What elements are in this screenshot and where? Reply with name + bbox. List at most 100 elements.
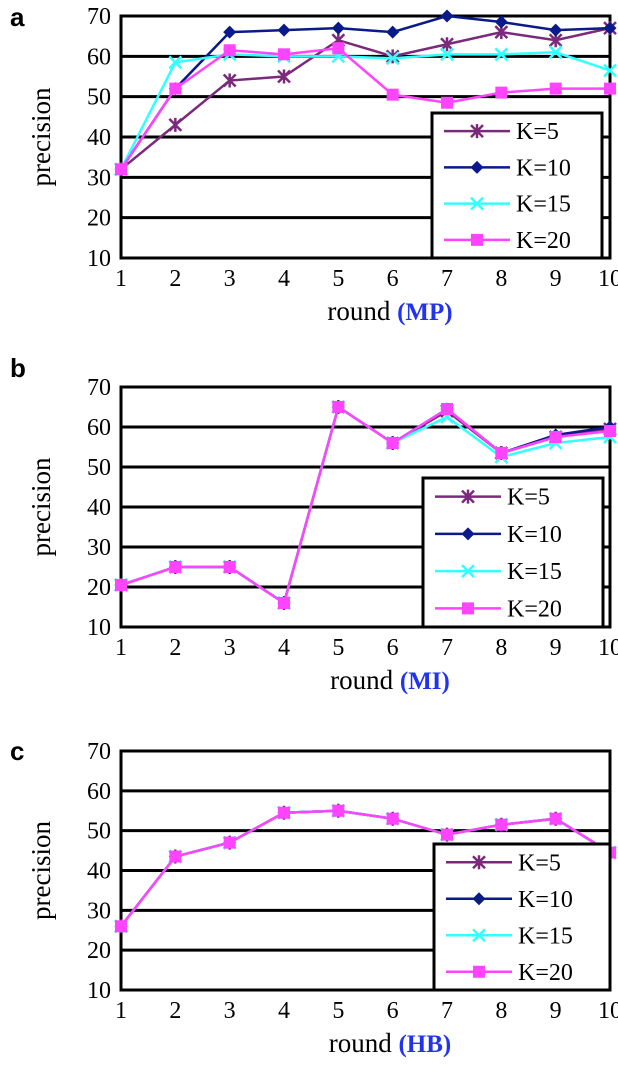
data-point xyxy=(441,403,453,415)
legend-marker xyxy=(470,124,484,139)
series-line xyxy=(120,405,611,605)
series-line xyxy=(120,26,611,171)
data-point xyxy=(386,25,400,39)
legend-marker xyxy=(462,602,474,615)
x-tick-label: 5 xyxy=(332,266,344,292)
data-point xyxy=(223,44,236,57)
x-tick-label: 10 xyxy=(598,266,618,292)
data-point xyxy=(603,63,617,78)
data-point xyxy=(115,579,127,591)
data-point xyxy=(277,69,291,84)
series-line xyxy=(120,809,611,928)
x-tick-label: 10 xyxy=(598,635,618,661)
x-tick-label: 4 xyxy=(278,266,290,292)
data-point xyxy=(331,21,345,35)
y-tick-label: 70 xyxy=(87,739,111,765)
data-point xyxy=(386,88,399,101)
legend-marker xyxy=(472,892,486,906)
y-tick-label: 30 xyxy=(87,535,111,561)
data-point xyxy=(332,401,345,413)
x-tick-label: 1 xyxy=(115,998,127,1024)
y-tick-label: 10 xyxy=(87,246,111,272)
x-tick-label: 7 xyxy=(441,998,453,1024)
y-tick-label: 50 xyxy=(87,819,111,845)
x-tick-label: 3 xyxy=(224,266,236,292)
x-tick-label: 1 xyxy=(115,635,127,661)
legend-box xyxy=(432,842,612,992)
data-point xyxy=(494,47,509,62)
y-tick-label: 30 xyxy=(87,165,111,191)
legend-label: K=5 xyxy=(518,850,561,876)
chart-panel-b: b 10 20 30 40 50 60 70 1 2 3 4 5 6 7 8 9 10 precision round… xyxy=(10,353,618,695)
data-point xyxy=(115,920,127,933)
y-axis-label: precision xyxy=(26,87,56,186)
legend-label: K=15 xyxy=(507,559,562,585)
legend-label: K=20 xyxy=(516,228,571,254)
y-tick-label: 40 xyxy=(87,125,111,151)
data-point xyxy=(549,23,563,37)
data-point xyxy=(115,163,127,176)
panel-label: c xyxy=(10,736,24,766)
panel-label: b xyxy=(10,353,26,383)
data-point xyxy=(603,21,617,35)
x-tick-label: 6 xyxy=(387,998,399,1024)
data-point xyxy=(385,51,400,66)
legend-label: K=10 xyxy=(516,155,571,181)
data-point xyxy=(495,818,508,831)
legend-label: K=15 xyxy=(516,192,571,218)
data-point xyxy=(440,47,454,62)
data-point xyxy=(169,561,182,573)
data-point xyxy=(385,49,400,64)
y-tick-label: 10 xyxy=(87,978,111,1004)
y-tick-label: 30 xyxy=(87,898,111,924)
x-tick-label: 9 xyxy=(550,998,562,1024)
legend-label: K=5 xyxy=(507,485,550,511)
series-K20 xyxy=(115,401,616,609)
x-axis-method-label: (MP) xyxy=(397,299,453,326)
data-point xyxy=(278,806,290,819)
series-line xyxy=(119,51,611,170)
y-tick-label: 40 xyxy=(87,495,111,521)
data-point xyxy=(386,812,399,825)
y-tick-label: 60 xyxy=(87,44,111,70)
data-point xyxy=(223,836,236,849)
legend-label: K=20 xyxy=(507,596,562,622)
series-K5 xyxy=(114,21,617,177)
legend-marker xyxy=(471,233,483,246)
y-tick-label: 70 xyxy=(87,4,111,30)
data-point xyxy=(168,117,183,132)
x-tick-label: 3 xyxy=(224,998,236,1024)
x-tick-label: 2 xyxy=(169,266,181,292)
x-axis-label: round (MI) xyxy=(330,665,450,695)
x-tick-label: 2 xyxy=(169,635,181,661)
legend-marker xyxy=(473,965,485,978)
x-tick-label: 1 xyxy=(115,266,127,292)
x-tick-label: 8 xyxy=(495,635,507,661)
x-tick-label: 10 xyxy=(598,998,618,1024)
x-tick-label: 9 xyxy=(550,635,562,661)
y-tick-label: 50 xyxy=(87,85,111,111)
data-point xyxy=(494,15,508,29)
legend: K=5 K=10 K=15 K=20 xyxy=(430,111,604,260)
x-tick-label: 4 xyxy=(278,635,290,661)
x-axis-method-label: (MI) xyxy=(400,668,450,695)
data-point xyxy=(441,828,453,841)
data-point xyxy=(441,96,453,109)
x-tick-label: 4 xyxy=(278,998,290,1024)
legend-label: K=5 xyxy=(516,119,559,145)
x-tick-label: 8 xyxy=(495,266,507,292)
plot-frame xyxy=(119,385,612,629)
legend-marker xyxy=(461,564,475,579)
data-point xyxy=(495,447,508,459)
plot-frame xyxy=(119,14,612,260)
x-axis-label: round (MP) xyxy=(327,296,452,326)
data-point xyxy=(278,597,290,609)
y-axis-label: precision xyxy=(26,457,56,556)
data-point xyxy=(169,850,182,863)
data-point xyxy=(332,804,345,817)
legend: K=5 K=10 K=15 K=20 xyxy=(421,476,605,629)
legend-label: K=15 xyxy=(518,923,573,949)
legend-marker xyxy=(461,489,475,504)
y-tick-label: 10 xyxy=(87,615,111,641)
